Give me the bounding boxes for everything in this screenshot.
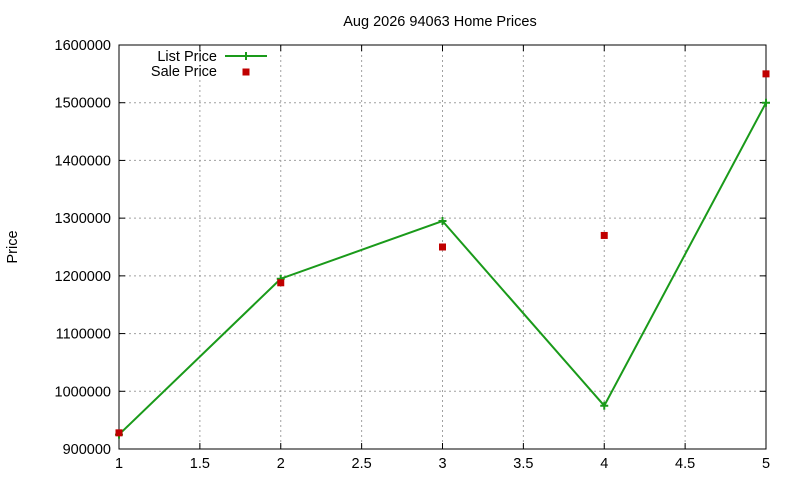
- x-tick-label: 4: [600, 456, 608, 472]
- data-series: [115, 70, 770, 439]
- y-tick-label: 1500000: [55, 96, 111, 112]
- x-tick-label: 1: [115, 456, 123, 472]
- plot-frame: [118, 44, 767, 450]
- y-tick-label: 900000: [63, 442, 111, 458]
- legend-marker-list-price: [242, 52, 250, 60]
- legend-label-list-price: List Price: [157, 49, 217, 65]
- sale-price-point: [762, 70, 770, 78]
- legend-label-sale-price: Sale Price: [151, 64, 217, 80]
- x-tick-label: 2.5: [352, 456, 372, 472]
- x-tick-label: 2: [277, 456, 285, 472]
- legend-marker-sale-price: [242, 68, 250, 76]
- x-tick-label: 3: [438, 456, 446, 472]
- y-tick-label: 1100000: [56, 327, 111, 343]
- x-tick-label: 4.5: [675, 456, 695, 472]
- sale-price-point: [600, 231, 608, 239]
- list-price-point: [762, 98, 770, 107]
- x-tick-label: 5: [762, 456, 770, 472]
- list-price-line: [118, 102, 767, 436]
- chart-title: Aug 2026 94063 Home Prices: [343, 14, 536, 30]
- y-tick-label: 1600000: [55, 38, 111, 54]
- y-tick-label: 1000000: [55, 384, 111, 400]
- sale-price-point: [277, 279, 285, 287]
- sale-price-point: [439, 243, 446, 251]
- y-tick-label: 1200000: [55, 269, 111, 285]
- y-tick-label: 1400000: [55, 153, 111, 169]
- x-tick-label: 1.5: [190, 456, 210, 472]
- sale-price-point: [115, 429, 123, 437]
- y-tick-label: 1300000: [55, 211, 111, 227]
- list-price-point: [438, 217, 447, 226]
- list-price-point: [600, 401, 609, 410]
- tick-labels: 900000 1000000 1100000 1200000 1300000 140000…: [55, 38, 770, 472]
- y-axis-label: Price: [5, 230, 21, 263]
- x-tick-label: 3.5: [513, 456, 533, 472]
